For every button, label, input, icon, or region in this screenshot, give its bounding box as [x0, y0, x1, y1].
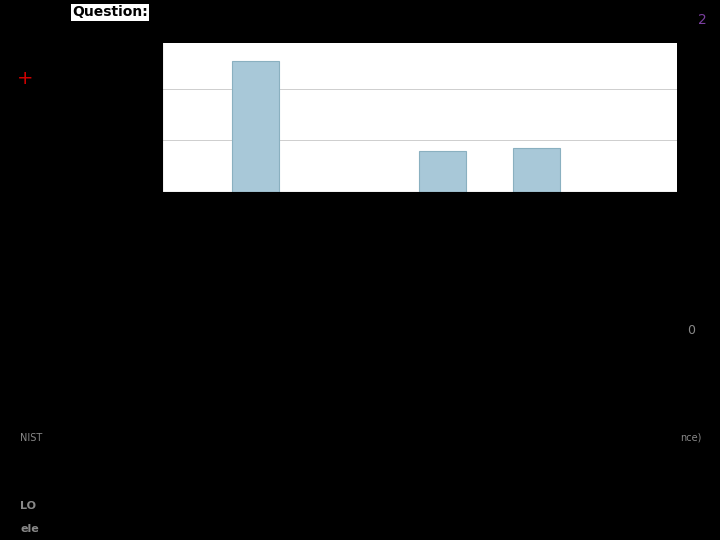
- Bar: [419, 151, 467, 192]
- Text: ele: ele: [20, 524, 39, 534]
- Text: +: +: [17, 69, 33, 89]
- Text: 2: 2: [698, 14, 706, 28]
- Text: The correct answer is “d” Nb has only one stable isotope with a mass of 93 amu. : The correct answer is “d” Nb has only on…: [5, 237, 589, 250]
- Text: mass in the mass spectrum. Since there were no atoms measured with that mass, we: mass in the mass spectrum. Since there w…: [5, 329, 604, 342]
- Text: NIST: NIST: [20, 433, 42, 443]
- Text: b. Zr has 2 unpaired electrons while Nb has 3.: b. Zr has 2 unpaired electrons while Nb …: [95, 428, 390, 441]
- Text: d. Nb has only one stable isotope with a mass of 93 amu.: d. Nb has only one stable isotope with a…: [95, 501, 456, 514]
- Text: a. Both elements will form ions with many different charges.: a. Both elements will form ions with man…: [95, 391, 480, 404]
- Bar: [513, 148, 560, 192]
- Bar: [232, 61, 279, 192]
- Text: 0: 0: [687, 323, 696, 337]
- Text: Answer:: Answer:: [5, 206, 64, 219]
- Text: nce): nce): [680, 433, 702, 443]
- Text: all of the statements are true only answer d would indicate that Nb is missing f: all of the statements are true only answ…: [5, 268, 590, 281]
- Text: sample. If Nb’s stable isotope has a mass of 93 amu we would expect some peak at: sample. If Nb’s stable isotope has a mas…: [5, 298, 594, 311]
- Y-axis label: tive Abundance(%): tive Abundance(%): [122, 64, 132, 171]
- Text: LO: LO: [20, 502, 36, 511]
- Text: Question:: Question:: [72, 5, 148, 19]
- Text: c. Zr has a lower first ionization energy than Nb.: c. Zr has a lower first ionization energ…: [95, 464, 405, 477]
- Title: Mass Spectrum of Sample: Mass Spectrum of Sample: [338, 29, 501, 42]
